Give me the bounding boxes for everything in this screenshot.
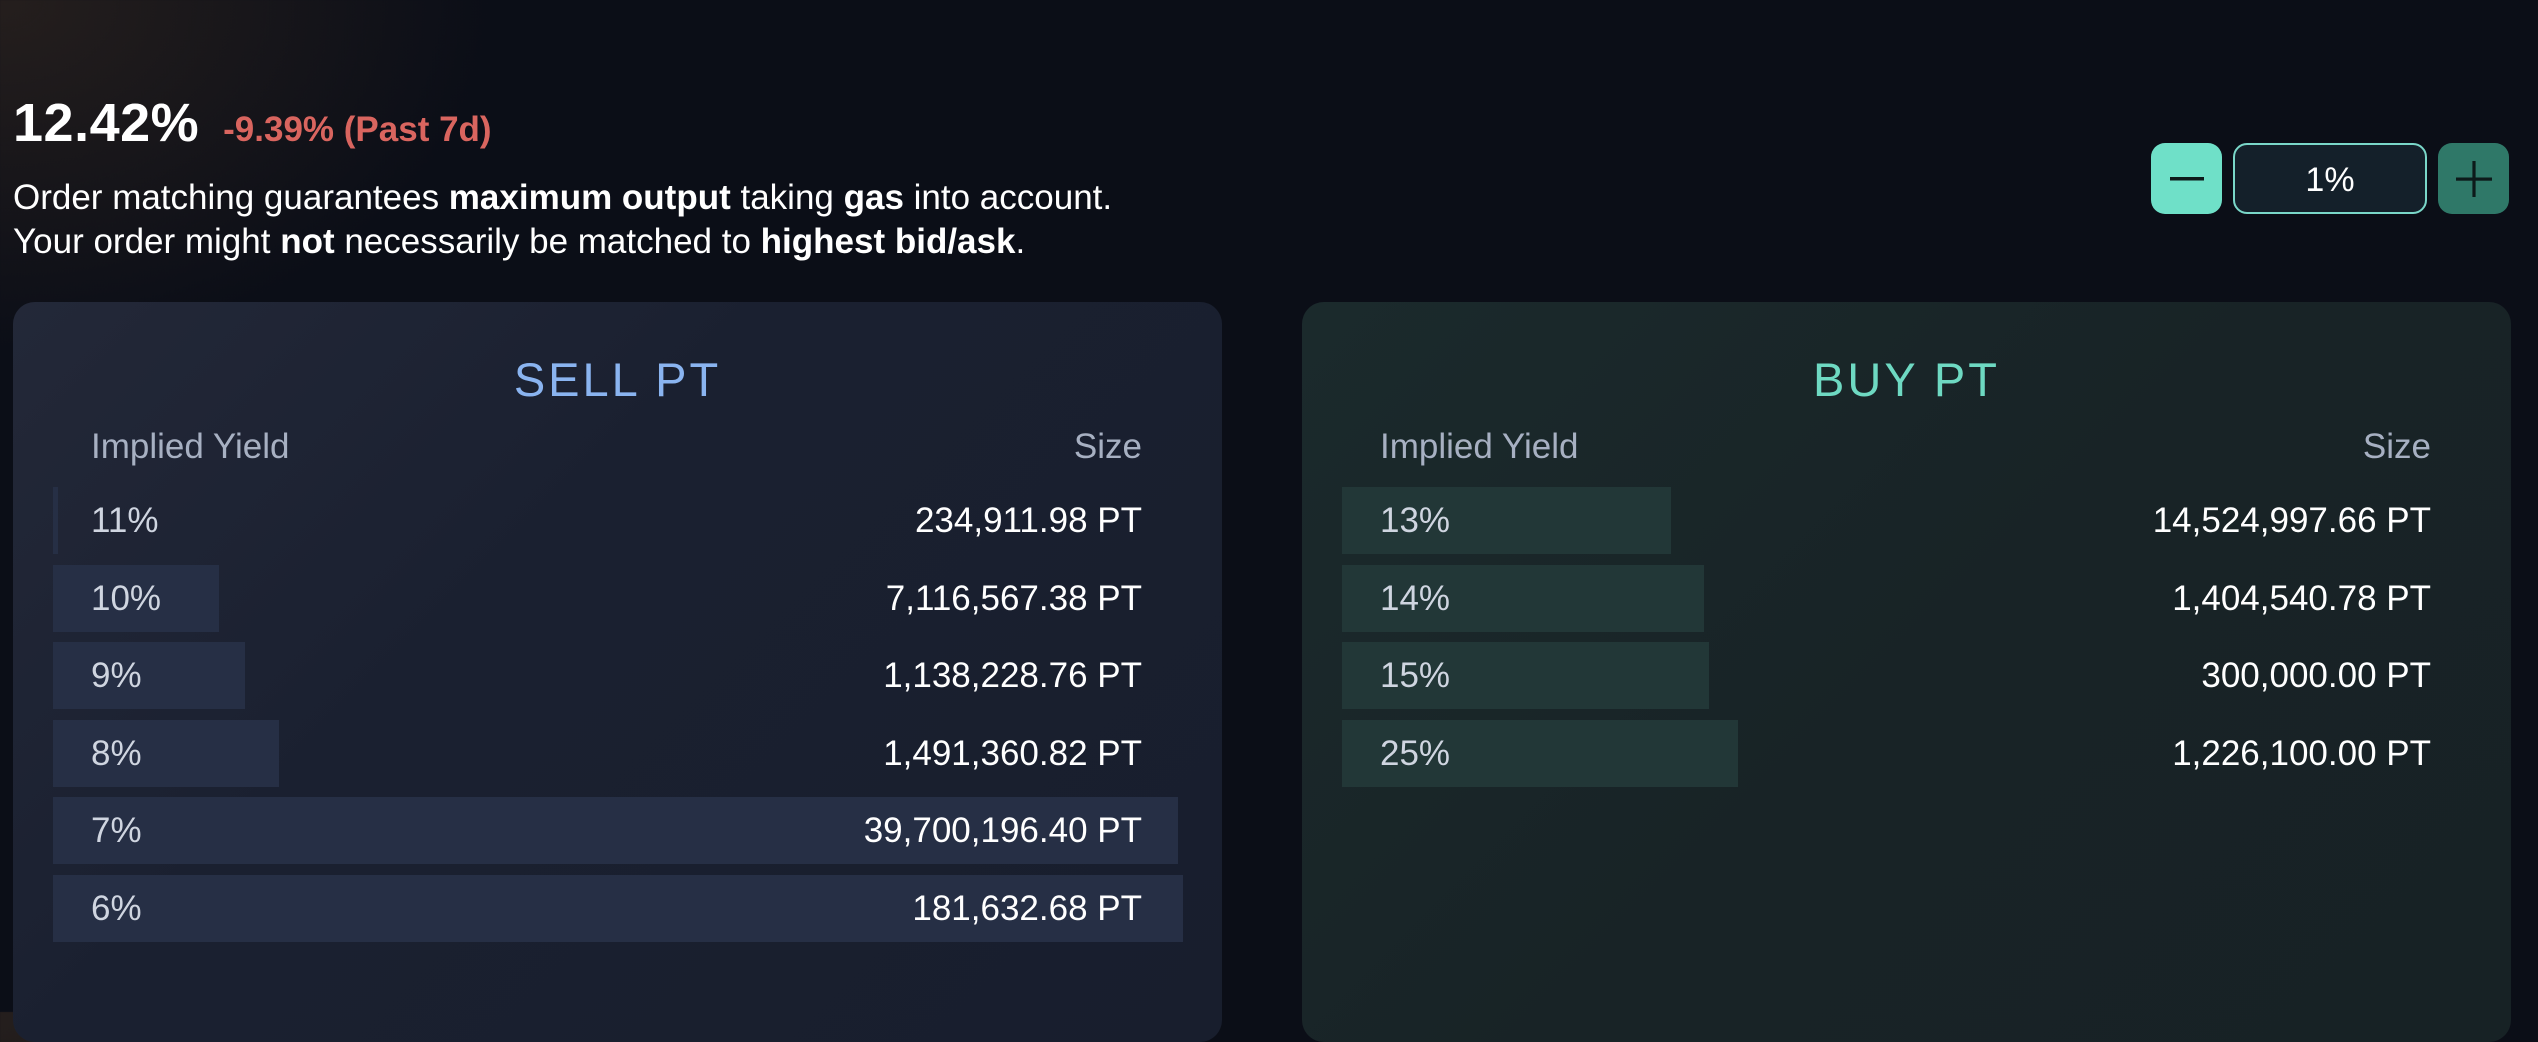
depth-bar (53, 642, 245, 709)
row-implied-yield: 11% (91, 501, 159, 540)
sell-col-size: Size (1073, 427, 1142, 466)
depth-bar (1342, 642, 1709, 709)
notes-emphasis: not (280, 222, 335, 261)
row-size: 234,911.98 PT (914, 501, 1142, 540)
sell-col-implied-yield: Implied Yield (91, 427, 290, 466)
notes-emphasis: gas (843, 178, 904, 217)
row-size: 1,226,100.00 PT (2172, 733, 2431, 773)
buy-col-size: Size (2362, 427, 2431, 466)
depth-bar (53, 797, 1178, 864)
buy-order-list: 13% 14,524,997.66 PT 14% 1,404,540.78 PT 15%… (1342, 487, 2511, 797)
buy-col-implied-yield: Implied Yield (1380, 427, 1579, 466)
yield-change-7d: -9.39% (Past 7d) (223, 110, 492, 149)
buy-order-row[interactable]: 13% 14,524,997.66 PT (1342, 487, 2511, 554)
tick-size-value[interactable]: 1% (2233, 143, 2427, 214)
plus-icon (2455, 160, 2492, 197)
row-implied-yield: 25% (1380, 733, 1451, 773)
buy-pt-title: BUY PT (1813, 353, 2000, 406)
row-implied-yield: 14% (1380, 578, 1451, 618)
row-implied-yield: 6% (91, 888, 142, 928)
depth-bar (1342, 487, 1671, 554)
increase-button[interactable] (2438, 143, 2509, 214)
row-size: 300,000.00 PT (2201, 656, 2431, 695)
order-matching-notes: Order matching guarantees maximum output… (13, 176, 1112, 264)
sell-order-row[interactable]: 10% 7,116,567.38 PT (53, 564, 1222, 632)
row-implied-yield: 9% (91, 656, 142, 695)
notes-text: Order matching guarantees (13, 178, 449, 217)
depth-bar (53, 719, 279, 787)
buy-order-row[interactable]: 15% 300,000.00 PT (1342, 642, 2511, 709)
row-size: 181,632.68 PT (912, 888, 1142, 928)
row-size: 14,524,997.66 PT (2152, 501, 2431, 540)
notes-text: necessarily be matched to (334, 222, 761, 261)
notes-text: Your order might (13, 222, 281, 261)
notes-line-2: Your order might not necessarily be matc… (13, 220, 1112, 264)
sell-order-list: 11% 234,911.98 PT 10% 7,116,567.38 PT 9% 1,13… (53, 487, 1222, 952)
tick-size-stepper: 1% (2151, 141, 2509, 216)
row-implied-yield: 13% (1380, 501, 1451, 540)
row-size: 39,700,196.40 PT (863, 811, 1142, 850)
row-implied-yield: 15% (1380, 656, 1451, 695)
depth-bar (53, 874, 1183, 942)
notes-line-1: Order matching guarantees maximum output… (13, 176, 1112, 220)
sell-pt-panel: SELL PT Implied Yield Size 11% 234,911.98… (13, 302, 1222, 1042)
notes-text: . (1015, 222, 1026, 261)
sell-order-row[interactable]: 8% 1,491,360.82 PT (53, 719, 1222, 787)
notes-emphasis: highest bid/ask (760, 222, 1016, 261)
sell-order-row[interactable]: 9% 1,138,228.76 PT (53, 642, 1222, 709)
implied-yield-header: 12.42% -9.39% (Past 7d) (13, 92, 492, 154)
decrease-button[interactable] (2151, 143, 2222, 214)
row-size: 1,404,540.78 PT (2172, 578, 2431, 618)
notes-emphasis: maximum output (448, 178, 731, 217)
sell-order-row[interactable]: 11% 234,911.98 PT (53, 487, 1222, 554)
implied-yield-value: 12.42% (13, 93, 200, 153)
sell-order-row[interactable]: 7% 39,700,196.40 PT (53, 797, 1222, 864)
buy-order-row[interactable]: 25% 1,226,100.00 PT (1342, 719, 2511, 787)
depth-bar (1342, 719, 1738, 787)
buy-order-row[interactable]: 14% 1,404,540.78 PT (1342, 564, 2511, 632)
depth-bar (53, 564, 219, 632)
buy-pt-panel: BUY PT Implied Yield Size 13% 14,524,997.… (1302, 302, 2511, 1042)
row-implied-yield: 10% (91, 578, 162, 618)
row-implied-yield: 7% (91, 811, 142, 850)
sell-order-row[interactable]: 6% 181,632.68 PT (53, 874, 1222, 942)
notes-text: taking (730, 178, 844, 217)
notes-text: into account. (903, 178, 1113, 217)
depth-bar (1342, 564, 1704, 632)
row-size: 1,138,228.76 PT (883, 656, 1142, 695)
row-implied-yield: 8% (91, 733, 142, 773)
minus-icon (2169, 176, 2204, 180)
sell-pt-title: SELL PT (513, 353, 722, 406)
row-size: 1,491,360.82 PT (883, 733, 1142, 773)
depth-bar (53, 487, 58, 554)
row-size: 7,116,567.38 PT (885, 578, 1142, 618)
